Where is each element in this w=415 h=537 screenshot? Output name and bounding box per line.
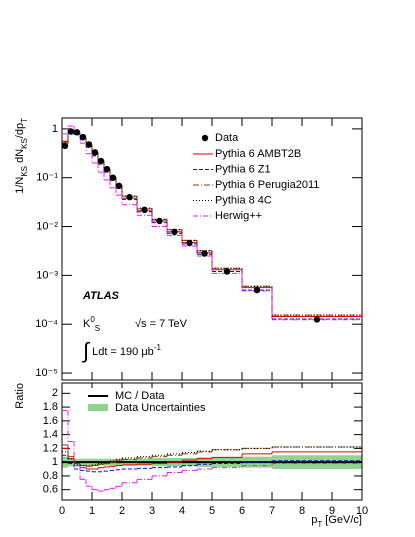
y-axis-label-part: KS: [20, 138, 29, 149]
x-tick-label: 10: [356, 505, 368, 517]
annotation-part: S: [95, 324, 100, 333]
data-point: [156, 217, 163, 225]
data-point: [79, 133, 87, 141]
y-tick-label: 10⁻⁵: [35, 367, 58, 379]
y-tick-label: 2: [52, 387, 58, 399]
x-tick-label: 3: [149, 505, 155, 517]
annotation-part: -1: [154, 343, 162, 352]
data-point: [109, 174, 117, 181]
annotation: K0S: [83, 315, 100, 333]
x-axis-label-part: p: [311, 514, 317, 526]
data-point: [171, 228, 178, 236]
y-tick-label: 1.6: [43, 415, 58, 427]
ratio-histogram-connector: [67, 447, 273, 466]
y-tick-label: 0.6: [43, 484, 58, 496]
y-axis-label-part: 1/N: [14, 177, 26, 194]
legend-label: Pythia 6 Perugia2011: [215, 179, 319, 191]
data-point: [91, 149, 99, 156]
legend-label: Data: [215, 132, 239, 144]
y-axis-label-part: KS: [20, 166, 29, 177]
y-tick-label: 10⁻²: [36, 220, 58, 232]
mc-histogram-connector: [67, 130, 273, 316]
data-point: [73, 129, 81, 136]
x-tick-label: 9: [329, 505, 335, 517]
y-axis-label-part: dN: [14, 149, 26, 166]
data-point: [141, 206, 148, 214]
annotation: ∫ Ldt = 190 μb-1: [81, 338, 161, 363]
x-tick-label: 8: [299, 505, 305, 517]
y-axis-label-part: T: [20, 118, 29, 123]
legend-label: Pythia 6 Z1: [215, 163, 271, 175]
legend-label: Herwig++: [215, 210, 262, 222]
data-point: [223, 268, 231, 275]
x-axis-label-part: T: [317, 520, 322, 529]
annotation-part: K: [83, 318, 91, 330]
y-tick-label: 1: [52, 456, 58, 468]
annotation-part: √s = 7 TeV: [135, 318, 188, 330]
data-point: [313, 316, 321, 323]
y-tick-label: 10⁻⁴: [35, 318, 58, 330]
x-axis-label-part: [GeV/c]: [322, 514, 362, 526]
ratio-axis-label: Ratio: [14, 383, 26, 409]
y-tick-label: 1.2: [43, 442, 58, 454]
x-axis-label: pT [GeV/c]: [311, 514, 362, 529]
x-tick-label: 0: [59, 505, 65, 517]
y-tick-label: 1: [52, 123, 58, 135]
annotation-part: ATLAS: [82, 290, 120, 302]
x-tick-label: 1: [89, 505, 95, 517]
legend-marker: [201, 134, 209, 142]
y-axis-label: 1/NKS dNKS/dpT: [14, 118, 29, 194]
annotation-part: Ldt = 190 μb: [89, 346, 154, 358]
data-point: [61, 142, 69, 150]
data-point: [85, 141, 93, 148]
legend-label: Data Uncertainties: [115, 402, 206, 414]
y-tick-label: 10⁻¹: [36, 172, 58, 184]
x-tick-label: 6: [239, 505, 245, 517]
annotation-part: 0: [90, 315, 95, 324]
legend-swatch: [88, 404, 108, 411]
y-tick-label: 1.8: [43, 401, 58, 413]
y-axis-label-part: /dp: [14, 123, 26, 138]
y-tick-label: 10⁻³: [36, 269, 58, 281]
data-point: [186, 239, 193, 247]
data-point: [115, 182, 123, 190]
y-tick-label: 0.8: [43, 470, 58, 482]
x-tick-label: 2: [119, 505, 125, 517]
x-tick-label: 5: [209, 505, 215, 517]
data-point: [126, 193, 133, 201]
legend-label: MC / Data: [115, 390, 165, 402]
data-point: [97, 157, 105, 165]
data-point: [201, 250, 208, 257]
legend-label: Pythia 8 4C: [215, 194, 272, 206]
data-point: [253, 286, 261, 294]
annotation: √s = 7 TeV: [135, 318, 188, 330]
x-tick-label: 4: [179, 505, 185, 517]
ratio-histogram-connector: [67, 410, 273, 492]
data-point: [103, 165, 111, 173]
legend-label: Pythia 6 AMBT2B: [215, 148, 301, 160]
mc-histogram-connector: [67, 126, 273, 320]
annotation-part: ∫: [81, 338, 91, 363]
x-tick-label: 7: [269, 505, 275, 517]
data-point: [67, 128, 75, 135]
y-tick-label: 1.4: [43, 429, 58, 441]
annotation: ATLAS: [82, 290, 120, 302]
